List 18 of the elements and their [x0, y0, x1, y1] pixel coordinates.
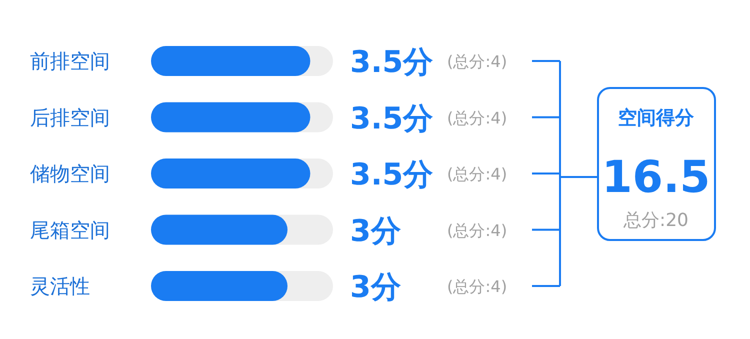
text: (总分:4) — [447, 220, 508, 240]
data-label: 3.5分 — [350, 158, 434, 192]
text: (总分:4) — [447, 164, 508, 184]
text: 空间得分 — [618, 107, 695, 129]
text: 总分:20 — [622, 210, 688, 231]
data-label: 3.5分 — [350, 101, 434, 136]
text: (总分:4) — [447, 108, 508, 128]
data-label: 3.5分 — [350, 45, 434, 80]
data-label: 3分 — [350, 214, 401, 249]
y-tick-label: 前排空间 — [30, 49, 110, 73]
data-label: 3分 — [350, 270, 401, 305]
text: (总分:4) — [447, 277, 508, 296]
y-tick-label: 后排空间 — [30, 105, 110, 130]
y-tick-label: 灵活性 — [30, 274, 90, 298]
y-tick-label: 尾箱空间 — [30, 218, 110, 242]
text: 16.5 — [602, 152, 710, 203]
text: (总分:4) — [447, 52, 508, 71]
y-tick-label: 储物空间 — [30, 162, 110, 186]
